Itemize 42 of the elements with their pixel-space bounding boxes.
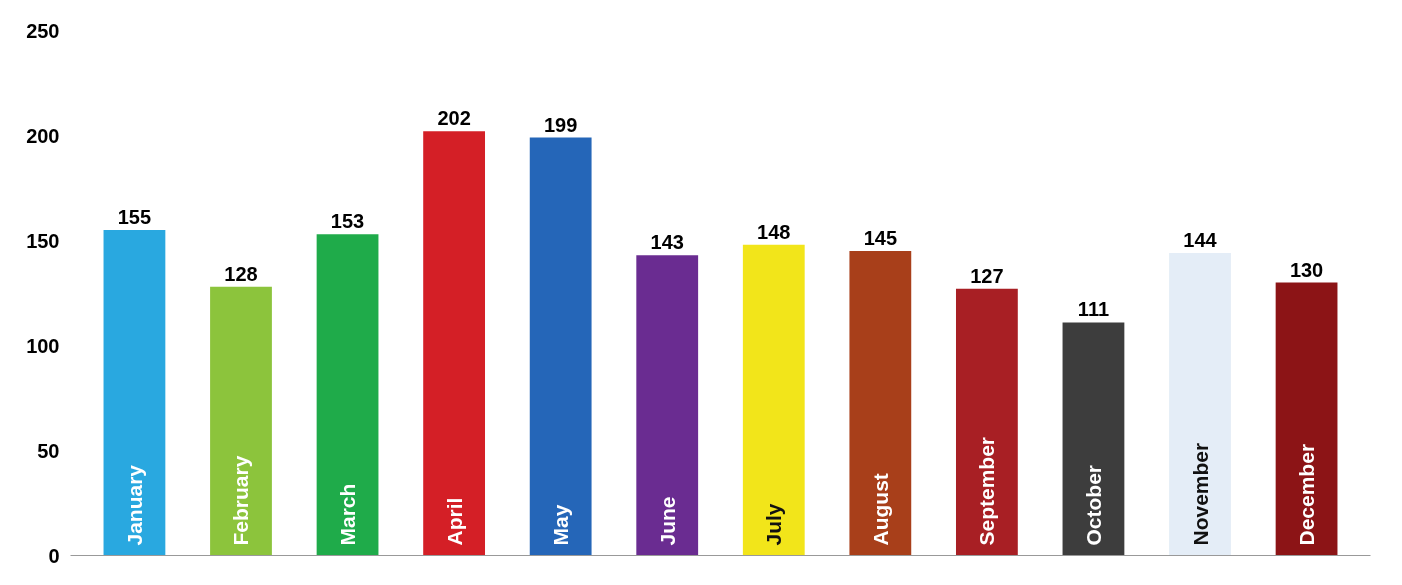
- bar: [1169, 253, 1231, 556]
- x-tick-label: September: [975, 436, 999, 546]
- data-label: 199: [543, 113, 578, 136]
- bar: [1275, 282, 1338, 556]
- y-tick-label: 200: [26, 124, 60, 147]
- bar: [742, 244, 805, 556]
- data-label: 155: [117, 206, 152, 228]
- x-tick-label: March: [336, 483, 360, 546]
- y-tick-label: 250: [26, 19, 60, 42]
- y-tick-label: 150: [26, 229, 60, 252]
- x-tick-label: June: [655, 496, 679, 546]
- data-label: 128: [224, 262, 258, 285]
- x-tick-label: November: [1188, 442, 1212, 546]
- data-label: 145: [863, 227, 898, 249]
- bar: [1062, 322, 1125, 556]
- y-tick-label: 50: [37, 439, 60, 462]
- data-label: 111: [1077, 298, 1110, 321]
- x-tick-label: July: [762, 503, 786, 546]
- bar: [210, 286, 272, 556]
- x-tick-label: October: [1081, 464, 1105, 546]
- bar: [423, 131, 486, 556]
- data-label: 143: [650, 231, 684, 254]
- data-label: 130: [1289, 258, 1324, 281]
- data-label: 148: [757, 220, 791, 243]
- x-tick-label: February: [229, 455, 253, 546]
- bar: [955, 288, 1018, 556]
- x-tick-label: May: [549, 504, 573, 546]
- bar: [103, 230, 166, 556]
- data-label: 202: [437, 107, 471, 130]
- bar: [529, 137, 592, 556]
- x-tick-label: August: [868, 473, 892, 546]
- bar: [316, 234, 379, 556]
- x-tick-label: December: [1295, 443, 1319, 546]
- x-tick-label: April: [442, 497, 466, 546]
- bar: [636, 255, 699, 556]
- data-label: 144: [1183, 229, 1218, 252]
- x-tick-label: January: [122, 464, 146, 546]
- data-label: 127: [970, 264, 1004, 287]
- bar: [849, 251, 912, 556]
- data-label: 153: [330, 210, 365, 233]
- y-tick-label: 0: [48, 544, 60, 567]
- y-tick-label: 100: [26, 334, 60, 357]
